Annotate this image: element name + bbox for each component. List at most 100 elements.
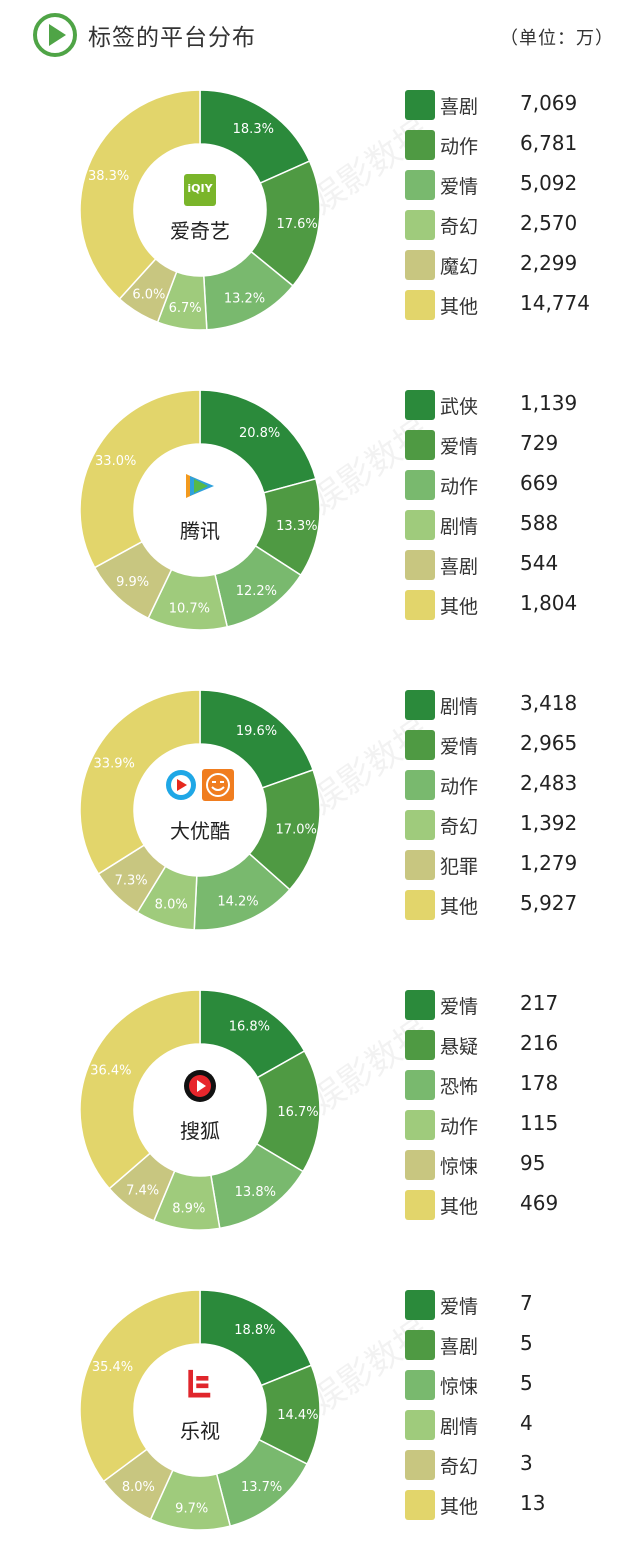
legend-swatch — [405, 1030, 435, 1060]
legend-value: 13 — [520, 1491, 546, 1515]
legend-row: 喜剧 544 — [405, 549, 625, 581]
slice-percent-label: 6.0% — [132, 288, 165, 303]
legend-label: 爱情 — [440, 436, 479, 458]
legend-swatch — [405, 470, 435, 500]
legend-swatch — [405, 90, 435, 120]
slice-percent-label: 18.3% — [233, 122, 274, 137]
legend-row: 爱情 729 — [405, 429, 625, 461]
legend-swatch — [405, 390, 435, 420]
legend-swatch — [405, 510, 435, 540]
unit-label: （单位：万） — [500, 28, 614, 49]
legend-value: 1,279 — [520, 851, 578, 875]
legend-swatch — [405, 170, 435, 200]
legend-value: 14,774 — [520, 291, 590, 315]
legend-swatch — [405, 250, 435, 280]
platform-section: 娱影数据 16.8% 16.7% 13.8% 8.9% 7.4% 36.4% 搜狐 爱情 217 悬… — [0, 900, 640, 1231]
platform-name: 大优酷 — [170, 819, 230, 843]
legend-value: 216 — [520, 1031, 559, 1055]
donut-chart: 16.8% 16.7% 13.8% 8.9% 7.4% 36.4% — [79, 989, 321, 1231]
tencent-video-logo — [186, 474, 214, 498]
legend-row: 其他 469 — [405, 1189, 625, 1221]
legend-row: 动作 669 — [405, 469, 625, 501]
slice-percent-label: 8.0% — [122, 1480, 155, 1495]
legend-swatch — [405, 850, 435, 880]
legend-row: 爱情 2,965 — [405, 729, 625, 761]
legend-value: 669 — [520, 471, 559, 495]
legend-value: 115 — [520, 1111, 559, 1135]
legend-label: 其他 — [440, 1196, 479, 1218]
legend-row: 悬疑 216 — [405, 1029, 625, 1061]
sohu-video-logo — [184, 1070, 216, 1102]
slice-percent-label: 13.3% — [276, 519, 317, 534]
legend-row: 其他 14,774 — [405, 289, 625, 321]
legend-label: 奇幻 — [440, 1456, 479, 1478]
legend-value: 7 — [520, 1291, 533, 1315]
legend-label: 其他 — [440, 296, 479, 318]
donut-slice — [79, 1289, 201, 1483]
slice-percent-label: 16.7% — [277, 1105, 318, 1120]
legend-row: 惊悚 5 — [405, 1369, 625, 1401]
slice-percent-label: 17.0% — [276, 823, 317, 838]
legend-swatch — [405, 730, 435, 760]
legend-row: 犯罪 1,279 — [405, 849, 625, 881]
legend-swatch — [405, 1370, 435, 1400]
legend-label: 奇幻 — [440, 216, 479, 238]
legend-row: 奇幻 2,570 — [405, 209, 625, 241]
legend-row: 惊悚 95 — [405, 1149, 625, 1181]
legend-label: 其他 — [440, 896, 479, 918]
legend-value: 5,927 — [520, 891, 578, 915]
platform-name: 搜狐 — [180, 1119, 220, 1143]
donut-slice — [79, 989, 201, 1190]
legend-label: 动作 — [440, 776, 479, 798]
legend-label: 奇幻 — [440, 816, 479, 838]
legend-row: 爱情 217 — [405, 989, 625, 1021]
legend-row: 奇幻 3 — [405, 1449, 625, 1481]
legend-value: 7,069 — [520, 91, 578, 115]
legend-row: 爱情 5,092 — [405, 169, 625, 201]
slice-percent-label: 18.8% — [234, 1323, 275, 1338]
legend-swatch — [405, 210, 435, 240]
legend-label: 喜剧 — [440, 96, 479, 118]
donut-chart: 18.8% 14.4% 13.7% 9.7% 8.0% 35.4% — [79, 1289, 321, 1531]
legend-label: 其他 — [440, 1496, 479, 1518]
donut-slice — [79, 689, 201, 875]
youku-tudou-logo — [166, 769, 234, 801]
legend-row: 魔幻 2,299 — [405, 249, 625, 281]
donut-chart: 18.3% 17.6% 13.2% 6.7% 6.0% 38.3% — [79, 89, 321, 331]
legend-swatch — [405, 1110, 435, 1140]
legend-value: 3 — [520, 1451, 533, 1475]
slice-percent-label: 17.6% — [276, 217, 317, 232]
legend-label: 喜剧 — [440, 556, 479, 578]
legend-row: 动作 6,781 — [405, 129, 625, 161]
legend-label: 动作 — [440, 476, 479, 498]
legend-value: 729 — [520, 431, 559, 455]
legend-swatch — [405, 590, 435, 620]
legend-swatch — [405, 290, 435, 320]
legend-value: 2,570 — [520, 211, 578, 235]
legend-label: 爱情 — [440, 176, 479, 198]
donut-slice — [199, 389, 317, 494]
slice-percent-label: 9.7% — [175, 1502, 208, 1517]
legend-label: 剧情 — [440, 516, 479, 538]
platform-name: 爱奇艺 — [170, 219, 230, 243]
iqiyi-logo-text: iQIY — [187, 182, 213, 195]
legend-label: 动作 — [440, 136, 479, 158]
legend-row: 恐怖 178 — [405, 1069, 625, 1101]
donut-chart: 19.6% 17.0% 14.2% 8.0% 7.3% 33.9% — [79, 689, 321, 931]
donut-slice — [79, 389, 201, 569]
donut-slice — [199, 689, 315, 789]
legend-label: 剧情 — [440, 1416, 479, 1438]
legend-swatch — [405, 550, 435, 580]
legend-label: 爱情 — [440, 736, 479, 758]
platform-section: 娱影数据 18.3% 17.6% 13.2% 6.7% 6.0% 38.3% iQIY 爱奇艺喜… — [0, 0, 640, 331]
legend-label: 犯罪 — [440, 856, 479, 878]
legend-value: 588 — [520, 511, 559, 535]
legend-swatch — [405, 690, 435, 720]
platform-name: 乐视 — [180, 1419, 220, 1443]
legend-swatch — [405, 1190, 435, 1220]
slice-percent-label: 16.8% — [229, 1019, 270, 1034]
slice-percent-label: 14.2% — [217, 894, 258, 909]
legend-value: 2,965 — [520, 731, 578, 755]
slice-percent-label: 7.4% — [126, 1183, 159, 1198]
slice-percent-label: 36.4% — [90, 1063, 131, 1078]
